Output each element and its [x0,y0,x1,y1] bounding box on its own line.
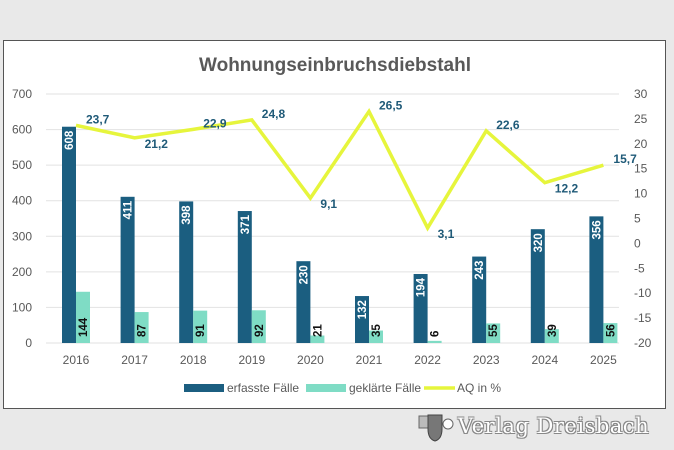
y-right-tick-label: 5 [634,212,641,226]
line-label-aq: 26,5 [379,98,403,112]
x-tick-label: 2023 [473,353,500,367]
line-label-aq: 23,7 [86,112,110,126]
x-tick-label: 2020 [297,353,324,367]
bar-erfasste-faelle [179,201,194,343]
bar-label-geklaerte-faelle: 144 [78,317,90,337]
line-label-aq: 3,1 [438,227,455,241]
bar-erfasste-faelle [355,296,369,343]
line-label-aq: 22,6 [496,118,520,132]
bar-geklaerte-faelle [251,310,266,343]
x-tick-label: 2022 [414,353,441,367]
legend-label-erfasste-faelle: erfasste Fälle [227,381,299,395]
bar-geklaerte-faelle [369,330,383,343]
x-tick-label: 2025 [590,353,617,367]
bar-label-geklaerte-faelle: 91 [195,324,207,337]
bar-erfasste-faelle [120,196,135,343]
y-right-tick-label: 10 [634,187,648,201]
bar-geklaerte-faelle [544,329,559,343]
bar-geklaerte-faelle [310,335,325,343]
legend-swatch-geklaerte-faelle [306,384,346,392]
bar-label-geklaerte-faelle: 92 [254,324,266,337]
x-tick-label: 2016 [63,353,90,367]
y-left-tick-label: 0 [25,336,32,350]
y-left-tick-label: 500 [12,158,32,172]
bar-label-erfasste-faelle: 230 [298,265,310,284]
y-right-tick-label: -20 [634,336,652,350]
bar-label-erfasste-faelle: 371 [240,214,252,234]
y-right-tick-label: 20 [634,137,648,151]
bar-geklaerte-faelle [603,323,618,343]
bar-label-erfasste-faelle: 356 [591,220,603,239]
bar-label-erfasste-faelle: 132 [357,300,369,319]
line-aq [75,107,604,232]
x-tick-label: 2018 [180,353,207,367]
watermark-text: Verlag Dreisbach [458,414,650,438]
line-label-aq: 24,8 [262,107,286,121]
bar-erfasste-faelle [413,273,428,343]
x-tick-label: 2024 [531,353,558,367]
chart: Wohnungseinbruchsdiebstahl01002003004005… [12,55,652,395]
bar-label-erfasste-faelle: 320 [533,233,545,252]
y-right-tick-label: -10 [634,286,652,300]
y-left-tick-label: 300 [12,229,32,243]
bar-geklaerte-faelle [193,310,208,343]
y-left-tick-label: 200 [12,265,32,279]
legend-swatch-erfasste-faelle [184,384,224,392]
legend-label-geklaerte-faelle: geklärte Fälle [349,381,421,395]
bar-label-geklaerte-faelle: 35 [371,324,383,337]
chart-title: Wohnungseinbruchsdiebstahl [199,55,471,76]
bar-label-erfasste-faelle: 398 [181,205,193,225]
y-left-tick-label: 100 [12,300,32,314]
bar-label-erfasste-faelle: 243 [474,261,486,280]
x-tick-label: 2021 [356,353,383,367]
bar-geklaerte-faelle [427,340,442,343]
bar-label-geklaerte-faelle: 55 [488,324,500,337]
bar-label-geklaerte-faelle: 21 [312,324,324,337]
bar-geklaerte-faelle [486,323,501,343]
bar-label-geklaerte-faelle: 6 [430,331,442,337]
y-left-tick-label: 700 [12,87,32,101]
y-right-tick-label: -15 [634,311,652,325]
line-label-aq: 21,2 [145,137,169,151]
bar-label-geklaerte-faelle: 39 [547,324,559,337]
y-right-tick-label: -5 [634,261,645,275]
bar-erfasste-faelle [62,126,76,344]
line-label-aq: 9,1 [320,197,337,211]
chart-frame: Wohnungseinbruchsdiebstahl 0 100 200 300 400 5… [3,40,666,409]
y-right-tick-label: 25 [634,112,648,126]
crest-logo-icon [418,414,454,442]
legend-label-aq: AQ in % [457,381,501,395]
y-right-tick-label: 0 [634,236,641,250]
bar-erfasste-faelle [589,216,604,343]
bar-erfasste-faelle [296,261,311,343]
bar-label-geklaerte-faelle: 87 [137,324,149,337]
bar-label-erfasste-faelle: 411 [123,200,135,219]
bar-label-erfasste-faelle: 194 [416,277,428,297]
x-tick-label: 2019 [238,353,265,367]
bar-erfasste-faelle [472,256,487,343]
bar-label-geklaerte-faelle: 56 [605,324,617,337]
watermark: Verlag Dreisbach [418,410,668,446]
line-label-aq: 22,9 [203,116,227,130]
bar-geklaerte-faelle [76,291,90,343]
y-right-tick-label: 15 [634,162,648,176]
bar-geklaerte-faelle [134,312,149,343]
bar-erfasste-faelle [237,211,252,343]
line-label-aq: 15,7 [613,152,637,166]
x-tick-label: 2017 [121,353,148,367]
y-left-tick-label: 400 [12,194,32,208]
y-right-tick-label: 30 [634,87,648,101]
bar-label-erfasste-faelle: 608 [64,130,76,150]
y-left-tick-label: 600 [12,123,32,137]
bar-erfasste-faelle [530,229,545,343]
line-label-aq: 12,2 [555,182,579,196]
